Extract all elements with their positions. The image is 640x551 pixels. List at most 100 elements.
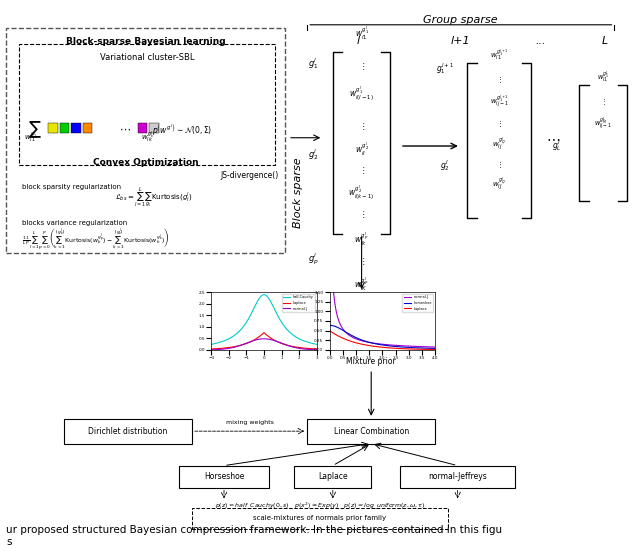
Line: Laplace: Laplace bbox=[194, 333, 334, 349]
Text: $\vdots$: $\vdots$ bbox=[358, 256, 365, 267]
Laplace bbox=[339, 335, 346, 342]
Text: L: L bbox=[602, 36, 608, 46]
Laplace bbox=[360, 342, 368, 348]
normal-J bbox=[326, 154, 333, 160]
Laplace bbox=[330, 346, 338, 353]
Bar bbox=[48, 123, 58, 133]
horseshoe bbox=[392, 343, 400, 350]
Line: normal-J: normal-J bbox=[330, 157, 435, 347]
Text: Variational cluster-SBL: Variational cluster-SBL bbox=[100, 53, 195, 62]
Text: $\cdots$: $\cdots$ bbox=[119, 124, 131, 134]
Laplace bbox=[326, 327, 333, 334]
normal-J bbox=[360, 338, 368, 345]
normal-J bbox=[368, 339, 376, 346]
Text: $w^{g_1^L}_{l1}$: $w^{g_1^L}_{l1}$ bbox=[597, 69, 609, 85]
Bar bbox=[60, 123, 69, 133]
Text: Horseshoe: Horseshoe bbox=[204, 472, 244, 481]
Text: $g_p^l$: $g_p^l$ bbox=[308, 251, 319, 267]
Text: $w^{g_Q^l}_{lJ}$: $w^{g_Q^l}_{lJ}$ bbox=[492, 176, 506, 193]
normal-J bbox=[278, 340, 286, 347]
Text: $w_{lk}^{g_k^l}$: $w_{lk}^{g_k^l}$ bbox=[141, 130, 154, 145]
normal-J bbox=[339, 325, 346, 332]
Text: Dirichlet distribution: Dirichlet distribution bbox=[88, 426, 168, 436]
normal-J bbox=[207, 347, 214, 353]
Text: $\vdots$: $\vdots$ bbox=[358, 121, 365, 132]
Text: block sparsity regularization: block sparsity regularization bbox=[22, 185, 122, 190]
Text: $g_1^l$: $g_1^l$ bbox=[308, 56, 319, 71]
Text: $g_1^{l+1}$: $g_1^{l+1}$ bbox=[436, 61, 454, 77]
Text: $w^{g_2^l}_{l(k-1)}$: $w^{g_2^l}_{l(k-1)}$ bbox=[348, 183, 375, 202]
half-Cauchy bbox=[330, 343, 338, 350]
Text: ur proposed structured Bayesian compression framework. In the pictures contained: ur proposed structured Bayesian compress… bbox=[6, 525, 502, 547]
Text: Mixture prior: Mixture prior bbox=[346, 358, 396, 366]
horseshoe bbox=[326, 322, 333, 328]
Laplace bbox=[402, 345, 410, 352]
Text: $\mathcal{L}_{bs} = \sum_{l=1}^{L}\sum_{g_l} \mathrm{Kurtosis}(g_l^l)$: $\mathcal{L}_{bs} = \sum_{l=1}^{L}\sum_{… bbox=[115, 186, 193, 210]
normal-J bbox=[392, 342, 400, 349]
horseshoe bbox=[402, 344, 410, 350]
Text: $\frac{1}{L}\frac{1}{P}\sum_{l=1}^{L}\sum_{p=0}^{P}\left(\sum_{k=1}^{|g_k^l|}\ma: $\frac{1}{L}\frac{1}{P}\sum_{l=1}^{L}\su… bbox=[22, 227, 170, 252]
Text: $w^{g_M^L}_{lj-1}$: $w^{g_M^L}_{lj-1}$ bbox=[594, 116, 612, 132]
Laplace bbox=[190, 346, 198, 353]
Bar bbox=[149, 123, 159, 133]
Text: Laplace: Laplace bbox=[318, 472, 348, 481]
Text: $p(z) = half\_Cauchy(0,s)$   $p(x^2) \approx Exp(\gamma)$   $p(z) = log\_uniform: $p(z) = half\_Cauchy(0,s)$ $p(x^2) \appr… bbox=[215, 500, 425, 511]
Text: JS-divergence(): JS-divergence() bbox=[220, 171, 278, 180]
half-Cauchy bbox=[260, 291, 268, 298]
normal-J bbox=[431, 344, 439, 350]
half-Cauchy bbox=[190, 343, 198, 350]
Text: ...: ... bbox=[536, 36, 546, 46]
Text: blocks variance regularization: blocks variance regularization bbox=[22, 220, 127, 226]
Laplace bbox=[236, 342, 243, 349]
half-Cauchy bbox=[292, 333, 300, 340]
horseshoe bbox=[368, 339, 376, 346]
Laplace bbox=[207, 345, 214, 352]
Line: Laplace: Laplace bbox=[330, 331, 435, 349]
Text: $g_2^l$: $g_2^l$ bbox=[440, 158, 450, 173]
Text: Block sparse: Block sparse bbox=[292, 158, 303, 228]
Text: l+1: l+1 bbox=[451, 36, 470, 46]
half-Cauchy bbox=[278, 320, 286, 327]
Text: l: l bbox=[357, 36, 360, 46]
Text: $w^{g_1^l}_{l(l-1)}$: $w^{g_1^l}_{l(l-1)}$ bbox=[349, 84, 374, 103]
Line: normal-J: normal-J bbox=[194, 339, 334, 350]
Bar bbox=[138, 123, 147, 133]
Laplace bbox=[292, 344, 300, 350]
Legend: normal-J, horseshoe, Laplace: normal-J, horseshoe, Laplace bbox=[403, 294, 433, 312]
Bar bbox=[83, 123, 92, 133]
normal-J bbox=[246, 339, 253, 345]
Legend: half-Cauchy, Laplace, normal-J: half-Cauchy, Laplace, normal-J bbox=[282, 294, 315, 312]
normal-J bbox=[403, 343, 410, 349]
normal-J bbox=[260, 336, 268, 342]
Text: $w^{g_1^{l+1}}_{lj-1}$: $w^{g_1^{l+1}}_{lj-1}$ bbox=[490, 94, 509, 110]
horseshoe bbox=[403, 344, 410, 350]
Text: Block-sparse Bayesian learning: Block-sparse Bayesian learning bbox=[66, 37, 225, 46]
Text: $\vdots$: $\vdots$ bbox=[358, 61, 365, 72]
Laplace bbox=[292, 344, 300, 350]
normal-J bbox=[402, 343, 410, 349]
Line: half-Cauchy: half-Cauchy bbox=[194, 295, 334, 347]
Text: $w^{g_1^{l+1}}_{l1}$: $w^{g_1^{l+1}}_{l1}$ bbox=[490, 47, 508, 63]
Laplace bbox=[278, 341, 286, 347]
Laplace bbox=[260, 329, 268, 336]
normal-J bbox=[236, 342, 243, 349]
Text: $\cdots$: $\cdots$ bbox=[547, 131, 561, 145]
Text: $\sum$: $\sum$ bbox=[28, 119, 42, 140]
Text: $w^{g_P^l}_{lK}$: $w^{g_P^l}_{lK}$ bbox=[355, 275, 369, 293]
horseshoe bbox=[431, 345, 439, 352]
normal-J bbox=[292, 344, 300, 351]
horseshoe bbox=[360, 338, 368, 344]
Text: $w^{g_1^l}_{l1}$: $w^{g_1^l}_{l1}$ bbox=[355, 24, 369, 42]
Line: horseshoe: horseshoe bbox=[330, 325, 435, 348]
half-Cauchy bbox=[207, 341, 214, 348]
Text: Linear Combination: Linear Combination bbox=[333, 426, 409, 436]
normal-J bbox=[292, 344, 300, 351]
half-Cauchy bbox=[236, 328, 243, 334]
Laplace bbox=[392, 345, 400, 352]
Text: $g_2^l$: $g_2^l$ bbox=[308, 147, 319, 162]
half-Cauchy bbox=[292, 334, 300, 341]
Laplace bbox=[403, 345, 410, 352]
Bar bbox=[71, 123, 81, 133]
Text: mixing weights: mixing weights bbox=[226, 419, 273, 424]
Text: $w^{g_Q^l}_{lj}$: $w^{g_Q^l}_{lj}$ bbox=[492, 137, 506, 153]
